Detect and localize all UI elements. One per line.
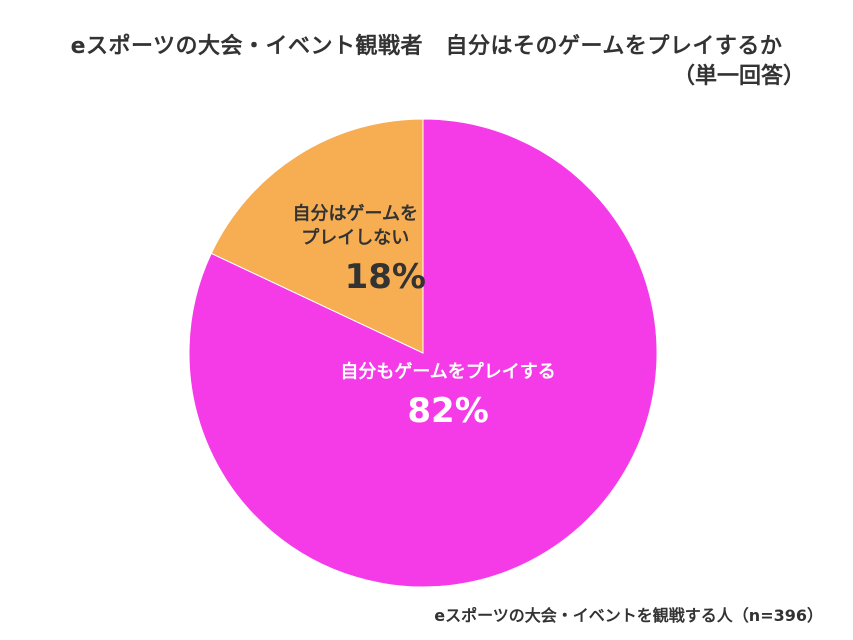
chart-subtitle: （単一回答） bbox=[672, 64, 805, 89]
slice-value-0: 82% bbox=[407, 391, 488, 431]
slice-value-1: 18% bbox=[345, 257, 426, 297]
pie-slices bbox=[188, 118, 658, 588]
pie-slice-1 bbox=[210, 118, 424, 354]
slice-label-1-line-1: プレイしない bbox=[301, 226, 409, 248]
chart-title: eスポーツの大会・イベント観戦者 自分はそのゲームをプレイするか bbox=[70, 34, 783, 59]
slice-label-0-line-0: 自分もゲームをプレイする bbox=[340, 361, 555, 383]
slice-label-1-line-0: 自分はゲームを bbox=[293, 202, 418, 224]
chart-footnote: eスポーツの大会・イベントを観戦する人（n=396） bbox=[434, 606, 823, 625]
